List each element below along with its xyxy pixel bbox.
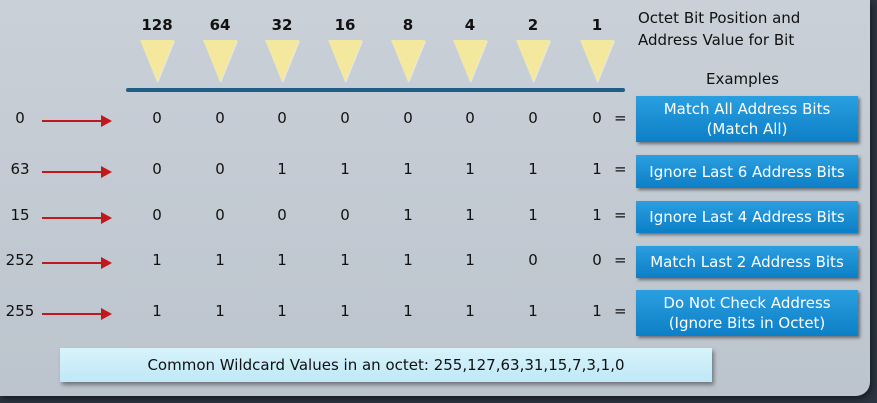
bit-position-triangle-icon [203, 40, 237, 82]
equals-sign: = [614, 302, 627, 320]
bit-position-triangle-icon [328, 40, 362, 82]
bit-value: 1 [403, 251, 413, 269]
bit-value: 1 [152, 251, 162, 269]
decimal-value: 255 [5, 302, 35, 320]
example-button[interactable]: Ignore Last 6 Address Bits [636, 155, 858, 188]
equals-sign: = [614, 109, 627, 127]
bit-value: 0 [277, 206, 287, 224]
bit-value: 1 [277, 251, 287, 269]
example-button[interactable]: Ignore Last 4 Address Bits [636, 201, 858, 233]
example-button[interactable]: Match Last 2 Address Bits [636, 246, 858, 278]
bit-value: 0 [152, 109, 162, 127]
equals-sign: = [614, 251, 627, 269]
bit-value: 0 [215, 206, 225, 224]
bit-position-label: 32 [271, 16, 293, 34]
bit-value: 1 [152, 302, 162, 320]
example-button[interactable]: Match All Address Bits (Match All) [636, 96, 858, 142]
bit-value: 1 [277, 302, 287, 320]
bit-value: 1 [465, 251, 475, 269]
bit-value: 1 [215, 302, 225, 320]
bit-value: 0 [215, 160, 225, 178]
bit-position-triangle-icon [265, 40, 299, 82]
bit-position-label: 8 [402, 16, 414, 34]
bit-value: 1 [592, 302, 602, 320]
bit-value: 1 [403, 302, 413, 320]
bit-value: 1 [277, 160, 287, 178]
bit-position-label: 128 [141, 16, 173, 34]
bit-value: 0 [152, 206, 162, 224]
bit-position-label: 1 [591, 16, 603, 34]
bit-value: 0 [277, 109, 287, 127]
arrow-right-icon [42, 166, 112, 178]
arrow-right-icon [42, 257, 112, 269]
bit-position-triangle-icon [580, 40, 614, 82]
bit-value: 1 [592, 160, 602, 178]
bit-value: 1 [403, 206, 413, 224]
bit-value: 1 [340, 160, 350, 178]
bit-position-label: 4 [464, 16, 476, 34]
bit-value: 0 [340, 109, 350, 127]
bit-position-label: 64 [209, 16, 231, 34]
bit-value: 0 [465, 109, 475, 127]
bit-value: 1 [528, 160, 538, 178]
divider-bar [126, 88, 625, 92]
bit-value: 0 [528, 109, 538, 127]
bit-value: 0 [340, 206, 350, 224]
equals-sign: = [614, 160, 627, 178]
bit-position-triangle-icon [453, 40, 487, 82]
bit-value: 1 [528, 206, 538, 224]
decimal-value: 15 [10, 206, 30, 224]
bit-value: 1 [592, 206, 602, 224]
bit-value: 1 [215, 251, 225, 269]
arrow-right-icon [42, 308, 112, 320]
bit-position-header: Octet Bit Position and Address Value for… [638, 7, 868, 51]
bit-value: 1 [403, 160, 413, 178]
bit-value: 0 [592, 109, 602, 127]
header-line-2: Address Value for Bit [638, 31, 795, 49]
bit-value: 1 [465, 206, 475, 224]
bit-value: 1 [528, 302, 538, 320]
header-line-1: Octet Bit Position and [638, 9, 801, 27]
bit-value: 1 [465, 160, 475, 178]
decimal-value: 0 [15, 109, 25, 127]
bit-value: 0 [403, 109, 413, 127]
bit-value: 1 [340, 302, 350, 320]
bit-position-label: 2 [527, 16, 539, 34]
bit-position-triangle-icon [140, 40, 174, 82]
arrow-right-icon [42, 212, 112, 224]
bit-value: 1 [465, 302, 475, 320]
bit-position-triangle-icon [391, 40, 425, 82]
bit-value: 0 [528, 251, 538, 269]
common-wildcard-values: Common Wildcard Values in an octet: 255,… [60, 348, 712, 382]
decimal-value: 63 [10, 160, 30, 178]
bit-value: 0 [215, 109, 225, 127]
bit-value: 0 [592, 251, 602, 269]
diagram-panel: Octet Bit Position and Address Value for… [0, 0, 870, 396]
equals-sign: = [614, 206, 627, 224]
bit-position-label: 16 [334, 16, 356, 34]
examples-label: Examples [706, 70, 779, 88]
decimal-value: 252 [5, 251, 35, 269]
example-button[interactable]: Do Not Check Address (Ignore Bits in Oct… [636, 290, 858, 336]
bit-value: 0 [152, 160, 162, 178]
bit-value: 1 [340, 251, 350, 269]
arrow-right-icon [42, 115, 112, 127]
bit-position-triangle-icon [516, 40, 550, 82]
